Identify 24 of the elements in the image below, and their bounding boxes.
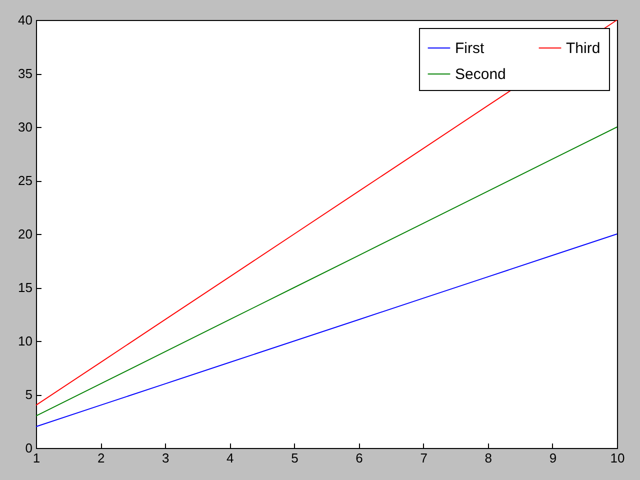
y-tick-label: 20 <box>18 226 32 242</box>
line-series <box>36 234 618 428</box>
y-tick-label: 10 <box>18 334 32 348</box>
y-tick-label: 0 <box>25 440 32 456</box>
y-tick-label: 25 <box>18 173 32 188</box>
x-tick-label: 5 <box>291 450 298 466</box>
x-tick-label: 8 <box>484 450 492 466</box>
x-tick-label: 2 <box>97 450 105 466</box>
legend-label: Third <box>566 40 600 57</box>
x-tick-label: 6 <box>356 450 363 466</box>
y-tick-label: 30 <box>18 120 32 134</box>
y-tick-label: 15 <box>18 280 32 295</box>
x-tick-label: 4 <box>226 450 234 466</box>
line-series <box>36 126 618 416</box>
legend-label: Second <box>455 66 506 83</box>
y-tick-label: 5 <box>25 387 32 402</box>
y-tick-label: 35 <box>18 66 32 81</box>
x-tick-label: 10 <box>610 450 625 466</box>
x-tick-label: 3 <box>162 450 170 466</box>
x-tick-label: 7 <box>420 450 428 466</box>
legend-label: First <box>455 40 485 57</box>
x-tick-label: 1 <box>32 450 40 466</box>
y-tick-label: 40 <box>18 12 32 28</box>
x-tick-label: 9 <box>549 450 557 466</box>
